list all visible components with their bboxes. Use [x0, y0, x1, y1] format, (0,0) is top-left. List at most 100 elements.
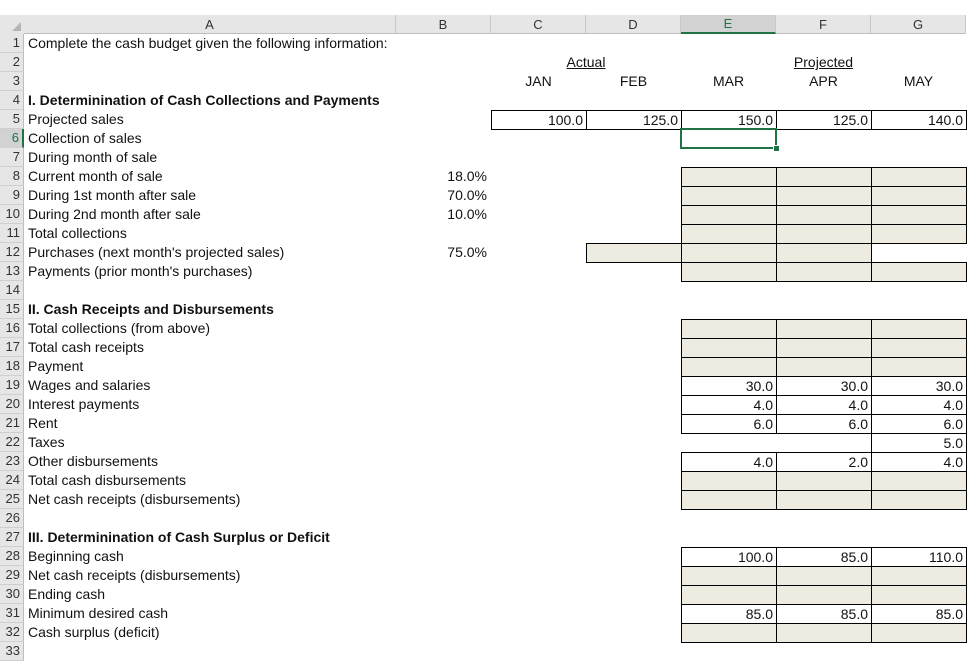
value-cell-e31[interactable]: 85.0: [681, 604, 777, 624]
select-all-corner[interactable]: [0, 15, 24, 34]
input-cell-f9[interactable]: [776, 186, 872, 206]
value-cell-g5[interactable]: 140.0: [871, 110, 967, 130]
input-cell-e25[interactable]: [681, 490, 777, 510]
input-cell-e8[interactable]: [681, 167, 777, 187]
input-cell-e12[interactable]: [681, 243, 777, 263]
input-cell-g11[interactable]: [871, 224, 967, 244]
row-header-29[interactable]: 29: [0, 566, 24, 585]
value-cell-g28[interactable]: 110.0: [871, 547, 967, 567]
input-cell-e10[interactable]: [681, 205, 777, 225]
value-cell-f28[interactable]: 85.0: [776, 547, 872, 567]
value-cell-f21[interactable]: 6.0: [776, 414, 872, 434]
row-header-17[interactable]: 17: [0, 338, 24, 357]
row-header-13[interactable]: 13: [0, 262, 24, 281]
column-header-f[interactable]: F: [776, 15, 871, 34]
row-header-1[interactable]: 1: [0, 34, 24, 53]
row-header-24[interactable]: 24: [0, 471, 24, 490]
row-header-25[interactable]: 25: [0, 490, 24, 509]
row-header-14[interactable]: 14: [0, 281, 24, 300]
value-cell-c5[interactable]: 100.0: [491, 110, 587, 130]
input-cell-g32[interactable]: [871, 623, 967, 643]
input-cell-g9[interactable]: [871, 186, 967, 206]
value-cell-d5[interactable]: 125.0: [586, 110, 682, 130]
row-header-33[interactable]: 33: [0, 642, 24, 661]
input-cell-f18[interactable]: [776, 357, 872, 377]
value-cell-g19[interactable]: 30.0: [871, 376, 967, 396]
row-header-10[interactable]: 10: [0, 205, 24, 224]
input-cell-f25[interactable]: [776, 490, 872, 510]
input-cell-e30[interactable]: [681, 585, 777, 605]
row-header-12[interactable]: 12: [0, 243, 24, 262]
input-cell-f12[interactable]: [776, 243, 872, 263]
input-cell-g13[interactable]: [871, 262, 967, 282]
row-header-30[interactable]: 30: [0, 585, 24, 604]
input-cell-g18[interactable]: [871, 357, 967, 377]
percentage-value[interactable]: 10.0%: [447, 206, 487, 222]
input-cell-f32[interactable]: [776, 623, 872, 643]
column-header-e[interactable]: E: [681, 15, 776, 34]
row-header-11[interactable]: 11: [0, 224, 24, 243]
column-header-g[interactable]: G: [871, 15, 966, 34]
input-cell-g10[interactable]: [871, 205, 967, 225]
input-cell-g8[interactable]: [871, 167, 967, 187]
input-cell-f10[interactable]: [776, 205, 872, 225]
value-cell-f19[interactable]: 30.0: [776, 376, 872, 396]
value-cell-g22[interactable]: 5.0: [871, 433, 967, 453]
fill-handle[interactable]: [773, 145, 780, 152]
input-cell-f13[interactable]: [776, 262, 872, 282]
row-header-23[interactable]: 23: [0, 452, 24, 471]
input-cell-f29[interactable]: [776, 566, 872, 586]
percentage-value[interactable]: 18.0%: [447, 168, 487, 184]
column-header-b[interactable]: B: [396, 15, 491, 34]
input-cell-e16[interactable]: [681, 319, 777, 339]
input-cell-g16[interactable]: [871, 319, 967, 339]
input-cell-g30[interactable]: [871, 585, 967, 605]
row-header-19[interactable]: 19: [0, 376, 24, 395]
input-cell-d12[interactable]: [586, 243, 682, 263]
column-header-a[interactable]: A: [24, 15, 396, 34]
input-cell-e9[interactable]: [681, 186, 777, 206]
percentage-value[interactable]: 75.0%: [447, 244, 487, 260]
value-cell-f5[interactable]: 125.0: [776, 110, 872, 130]
row-header-7[interactable]: 7: [0, 148, 24, 167]
column-header-d[interactable]: D: [586, 15, 681, 34]
row-header-16[interactable]: 16: [0, 319, 24, 338]
row-header-20[interactable]: 20: [0, 395, 24, 414]
row-header-32[interactable]: 32: [0, 623, 24, 642]
value-cell-e28[interactable]: 100.0: [681, 547, 777, 567]
input-cell-e24[interactable]: [681, 471, 777, 491]
value-cell-e20[interactable]: 4.0: [681, 395, 777, 415]
row-header-26[interactable]: 26: [0, 509, 24, 528]
row-header-9[interactable]: 9: [0, 186, 24, 205]
column-header-c[interactable]: C: [491, 15, 586, 34]
row-header-22[interactable]: 22: [0, 433, 24, 452]
row-header-28[interactable]: 28: [0, 547, 24, 566]
value-cell-f20[interactable]: 4.0: [776, 395, 872, 415]
row-header-3[interactable]: 3: [0, 72, 24, 91]
row-header-6[interactable]: 6: [0, 129, 24, 148]
row-header-31[interactable]: 31: [0, 604, 24, 623]
row-header-2[interactable]: 2: [0, 53, 24, 72]
value-cell-f31[interactable]: 85.0: [776, 604, 872, 624]
row-header-18[interactable]: 18: [0, 357, 24, 376]
input-cell-f24[interactable]: [776, 471, 872, 491]
value-cell-e21[interactable]: 6.0: [681, 414, 777, 434]
row-header-21[interactable]: 21: [0, 414, 24, 433]
input-cell-f17[interactable]: [776, 338, 872, 358]
value-cell-g23[interactable]: 4.0: [871, 452, 967, 472]
input-cell-e17[interactable]: [681, 338, 777, 358]
row-header-5[interactable]: 5: [0, 110, 24, 129]
value-cell-e19[interactable]: 30.0: [681, 376, 777, 396]
value-cell-e23[interactable]: 4.0: [681, 452, 777, 472]
input-cell-e11[interactable]: [681, 224, 777, 244]
input-cell-f30[interactable]: [776, 585, 872, 605]
input-cell-e18[interactable]: [681, 357, 777, 377]
row-header-8[interactable]: 8: [0, 167, 24, 186]
input-cell-g24[interactable]: [871, 471, 967, 491]
percentage-value[interactable]: 70.0%: [447, 187, 487, 203]
input-cell-e13[interactable]: [681, 262, 777, 282]
row-header-27[interactable]: 27: [0, 528, 24, 547]
row-header-15[interactable]: 15: [0, 300, 24, 319]
row-header-4[interactable]: 4: [0, 91, 24, 110]
